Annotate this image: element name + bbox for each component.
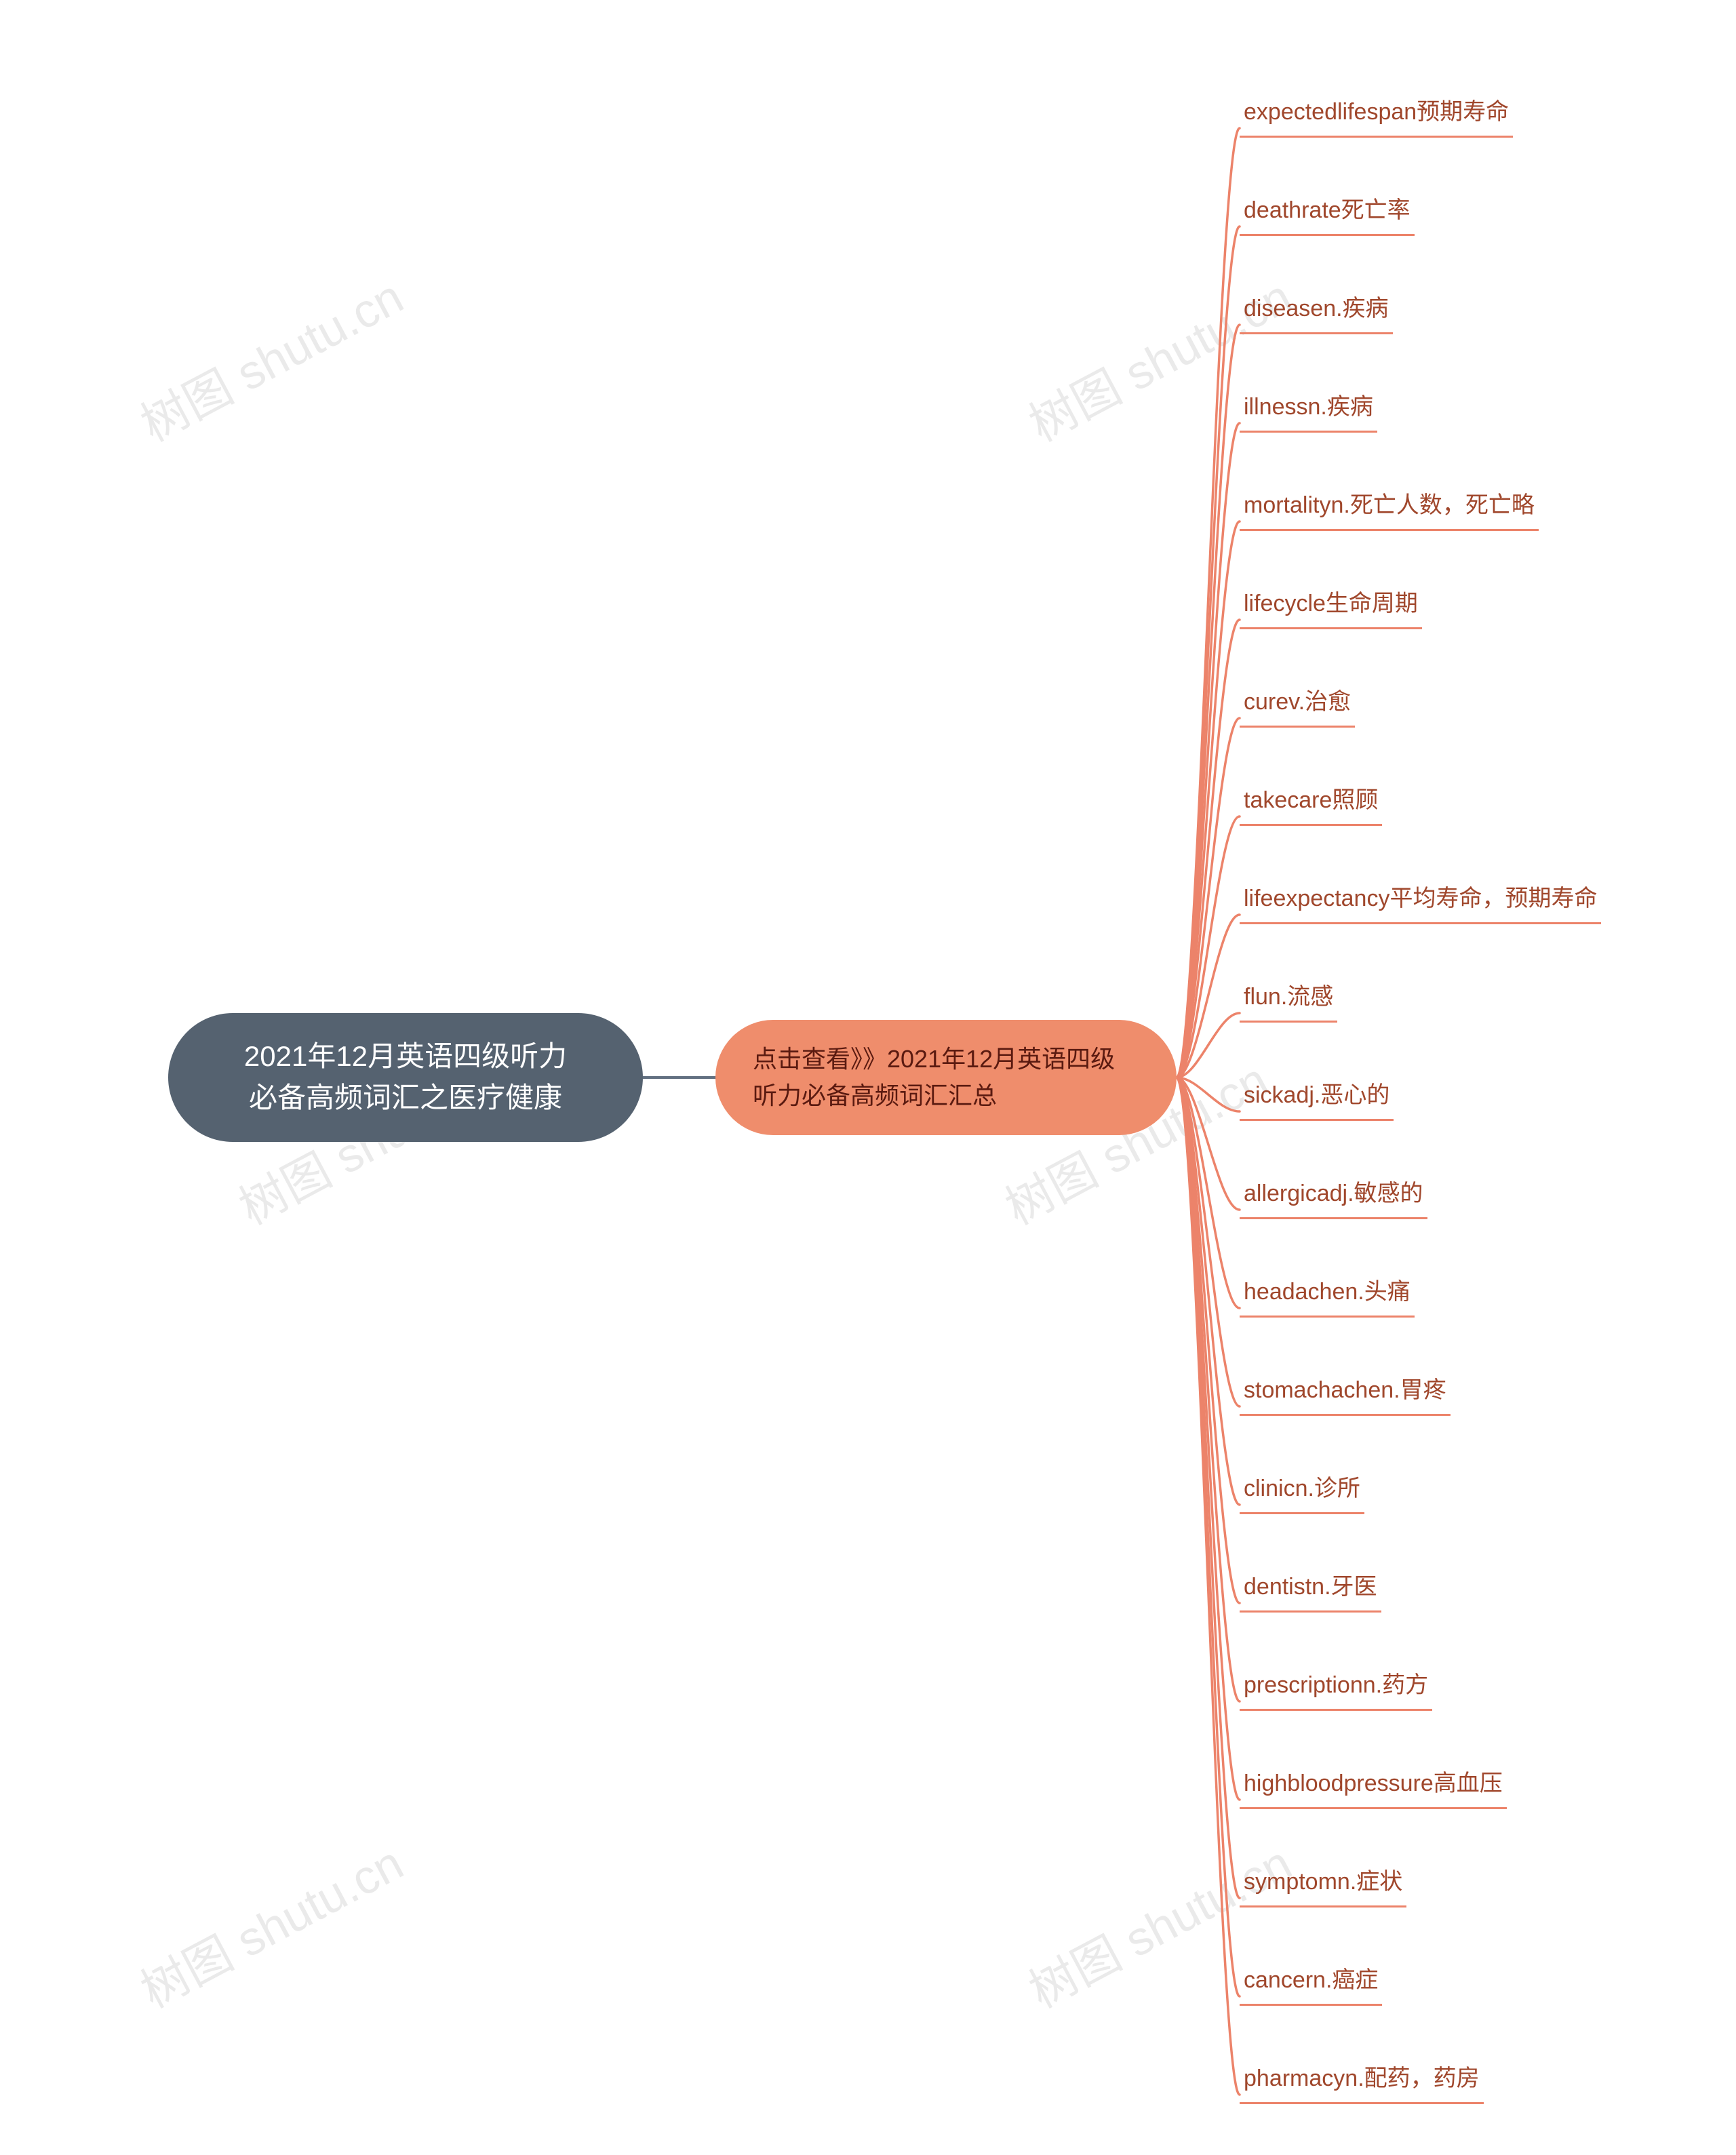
watermark: 树图 shutu.cn [127,1826,414,2021]
root-node[interactable]: 2021年12月英语四级听力 必备高频词汇之医疗健康 [168,1013,643,1142]
leaf-node[interactable]: pharmacyn.配药，药房 [1240,2058,1484,2104]
root-label: 2021年12月英语四级听力 必备高频词汇之医疗健康 [244,1036,567,1119]
leaf-label: cancern.癌症 [1244,1967,1378,1993]
leaf-node[interactable]: diseasen.疾病 [1240,288,1393,334]
leaf-node[interactable]: clinicn.诊所 [1240,1468,1364,1514]
leaf-label: takecare照顾 [1244,787,1378,813]
leaf-node[interactable]: headachen.头痛 [1240,1271,1415,1318]
leaf-label: highbloodpressure高血压 [1244,1771,1503,1796]
leaf-label: dentistn.牙医 [1244,1574,1377,1600]
branch-node[interactable]: 点击查看》》2021年12月英语四级 听力必备高频词汇汇总 [715,1020,1177,1135]
branch-label: 点击查看》》2021年12月英语四级 听力必备高频词汇汇总 [753,1041,1115,1114]
leaf-label: lifecycle生命周期 [1244,591,1418,616]
leaf-label: mortalityn.死亡人数，死亡略 [1244,492,1535,518]
leaf-label: diseasen.疾病 [1244,296,1389,321]
leaf-node[interactable]: takecare照顾 [1240,780,1382,826]
leaf-node[interactable]: allergicadj.敏感的 [1240,1173,1427,1219]
leaf-node[interactable]: mortalityn.死亡人数，死亡略 [1240,485,1539,531]
leaf-node[interactable]: lifecycle生命周期 [1240,583,1422,629]
leaf-node[interactable]: symptomn.症状 [1240,1861,1406,1907]
leaf-label: curev.治愈 [1244,689,1351,715]
leaf-node[interactable]: curev.治愈 [1240,681,1355,728]
leaf-label: allergicadj.敏感的 [1244,1181,1423,1206]
leaf-label: headachen.头痛 [1244,1279,1410,1305]
leaf-label: clinicn.诊所 [1244,1476,1360,1501]
leaf-node[interactable]: illnessn.疾病 [1240,387,1377,433]
leaf-node[interactable]: stomachachen.胃疼 [1240,1370,1451,1416]
leaf-node[interactable]: flun.流感 [1240,976,1337,1023]
leaf-node[interactable]: prescriptionn.药方 [1240,1665,1432,1711]
leaf-label: prescriptionn.药方 [1244,1672,1428,1698]
leaf-node[interactable]: expectedlifespan预期寿命 [1240,92,1513,138]
leaf-label: lifeexpectancy平均寿命，预期寿命 [1244,886,1597,911]
leaf-node[interactable]: highbloodpressure高血压 [1240,1763,1507,1809]
leaf-label: deathrate死亡率 [1244,197,1410,223]
leaf-node[interactable]: cancern.癌症 [1240,1960,1382,2006]
leaf-label: sickadj.恶心的 [1244,1082,1389,1108]
leaf-label: pharmacyn.配药，药房 [1244,2065,1480,2091]
leaf-label: stomachachen.胃疼 [1244,1377,1446,1403]
leaf-node[interactable]: lifeexpectancy平均寿命，预期寿命 [1240,878,1601,924]
leaf-label: expectedlifespan预期寿命 [1244,99,1509,125]
leaf-label: symptomn.症状 [1244,1869,1402,1895]
mindmap-canvas: 树图 shutu.cn树图 shutu.cn树图 shutu.cn树图 shut… [0,0,1736,2155]
leaf-label: flun.流感 [1244,984,1333,1010]
leaf-node[interactable]: dentistn.牙医 [1240,1566,1381,1613]
watermark: 树图 shutu.cn [127,260,414,455]
leaf-node[interactable]: deathrate死亡率 [1240,190,1415,236]
leaf-node[interactable]: sickadj.恶心的 [1240,1075,1394,1121]
leaf-label: illnessn.疾病 [1244,394,1373,420]
